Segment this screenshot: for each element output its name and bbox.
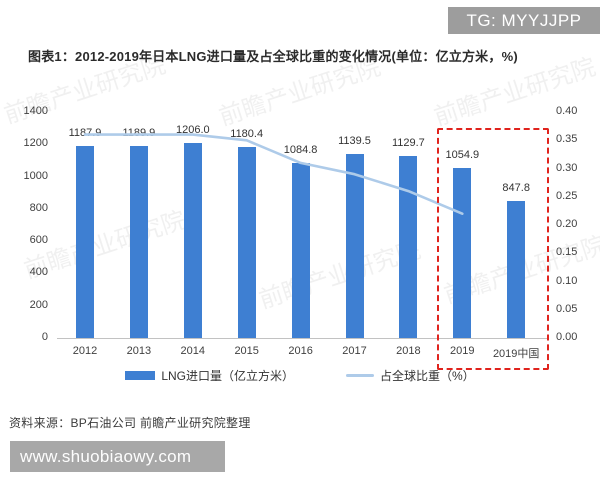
- y-axis-left-tick: 800: [29, 201, 48, 214]
- legend-line-label: 占全球比重（%）: [380, 368, 475, 383]
- y-axis-left-tick: 200: [29, 298, 48, 311]
- line-series-swatch-icon: [346, 373, 374, 377]
- bar-value-label: 1129.7: [391, 136, 425, 149]
- bar: [291, 162, 310, 338]
- y-axis-left-tick: 400: [29, 266, 48, 279]
- watermark-text: 前瞻产业研究院: [0, 51, 169, 130]
- x-tick-label: 2013: [126, 345, 152, 357]
- legend-bar-label: LNG进口量（亿立方米）: [161, 368, 294, 383]
- y-axis-left-tick: 0: [41, 331, 48, 343]
- chart-title: 图表1：2012-2019年日本LNG进口量及占全球比重的变化情况(单位：亿立方…: [28, 49, 518, 64]
- y-axis-right-tick: 0.00: [556, 331, 578, 343]
- bar: [129, 145, 148, 338]
- x-tick-label: 2015: [234, 345, 259, 357]
- y-axis-right-tick: 0.10: [556, 274, 578, 287]
- highlight-dashed-box: [437, 128, 550, 370]
- bar-value-label: 1180.4: [230, 128, 264, 141]
- y-axis-right-tick: 0.40: [556, 105, 578, 117]
- site-watermark-bar: www.shuobiaowy.com: [10, 441, 225, 472]
- bar: [345, 154, 364, 338]
- y-axis-left-tick: 600: [29, 234, 48, 247]
- y-axis-right-tick: 0.05: [556, 302, 578, 315]
- x-tick-label: 2014: [180, 345, 206, 357]
- bar: [237, 147, 256, 338]
- bar: [399, 155, 418, 338]
- x-tick-label: 2012: [72, 345, 98, 357]
- legend-item-line-series: 占全球比重（%）: [346, 367, 475, 384]
- y-axis-left-tick: 1400: [23, 105, 48, 117]
- bar-series-swatch-icon: [125, 370, 156, 380]
- watermark-text: 前瞻产业研究院: [430, 53, 599, 132]
- bar: [183, 143, 202, 338]
- telegram-watermark-badge: TG: MYYJJPP: [448, 7, 600, 34]
- chart-legend: LNG进口量（亿立方米） 占全球比重（%）: [0, 366, 600, 384]
- y-axis-left-tick: 1200: [23, 137, 48, 150]
- y-axis-right-tick: 0.30: [556, 161, 578, 174]
- x-tick-label: 2018: [396, 345, 421, 357]
- x-tick-label: 2016: [288, 345, 313, 357]
- x-axis-line: [57, 338, 549, 339]
- y-axis-right-tick: 0.35: [556, 133, 578, 146]
- data-source-note: 资料来源：BP石油公司 前瞻产业研究院整理: [9, 416, 251, 430]
- legend-item-bar-series: LNG进口量（亿立方米）: [125, 367, 294, 384]
- y-axis-right-tick: 0.15: [556, 246, 578, 259]
- bar-value-label: 847.8: [502, 182, 530, 195]
- y-axis-right-tick: 0.25: [556, 189, 578, 202]
- x-tick-label: 2019中国: [492, 348, 540, 360]
- watermark-text: 前瞻产业研究院: [215, 53, 384, 132]
- x-tick-label: 2017: [342, 345, 367, 357]
- y-axis-left-tick: 1000: [23, 169, 48, 182]
- bar: [76, 146, 94, 338]
- bar: [507, 201, 526, 338]
- x-tick-label: 2019: [450, 345, 475, 357]
- y-axis-right-tick: 0.20: [556, 218, 578, 230]
